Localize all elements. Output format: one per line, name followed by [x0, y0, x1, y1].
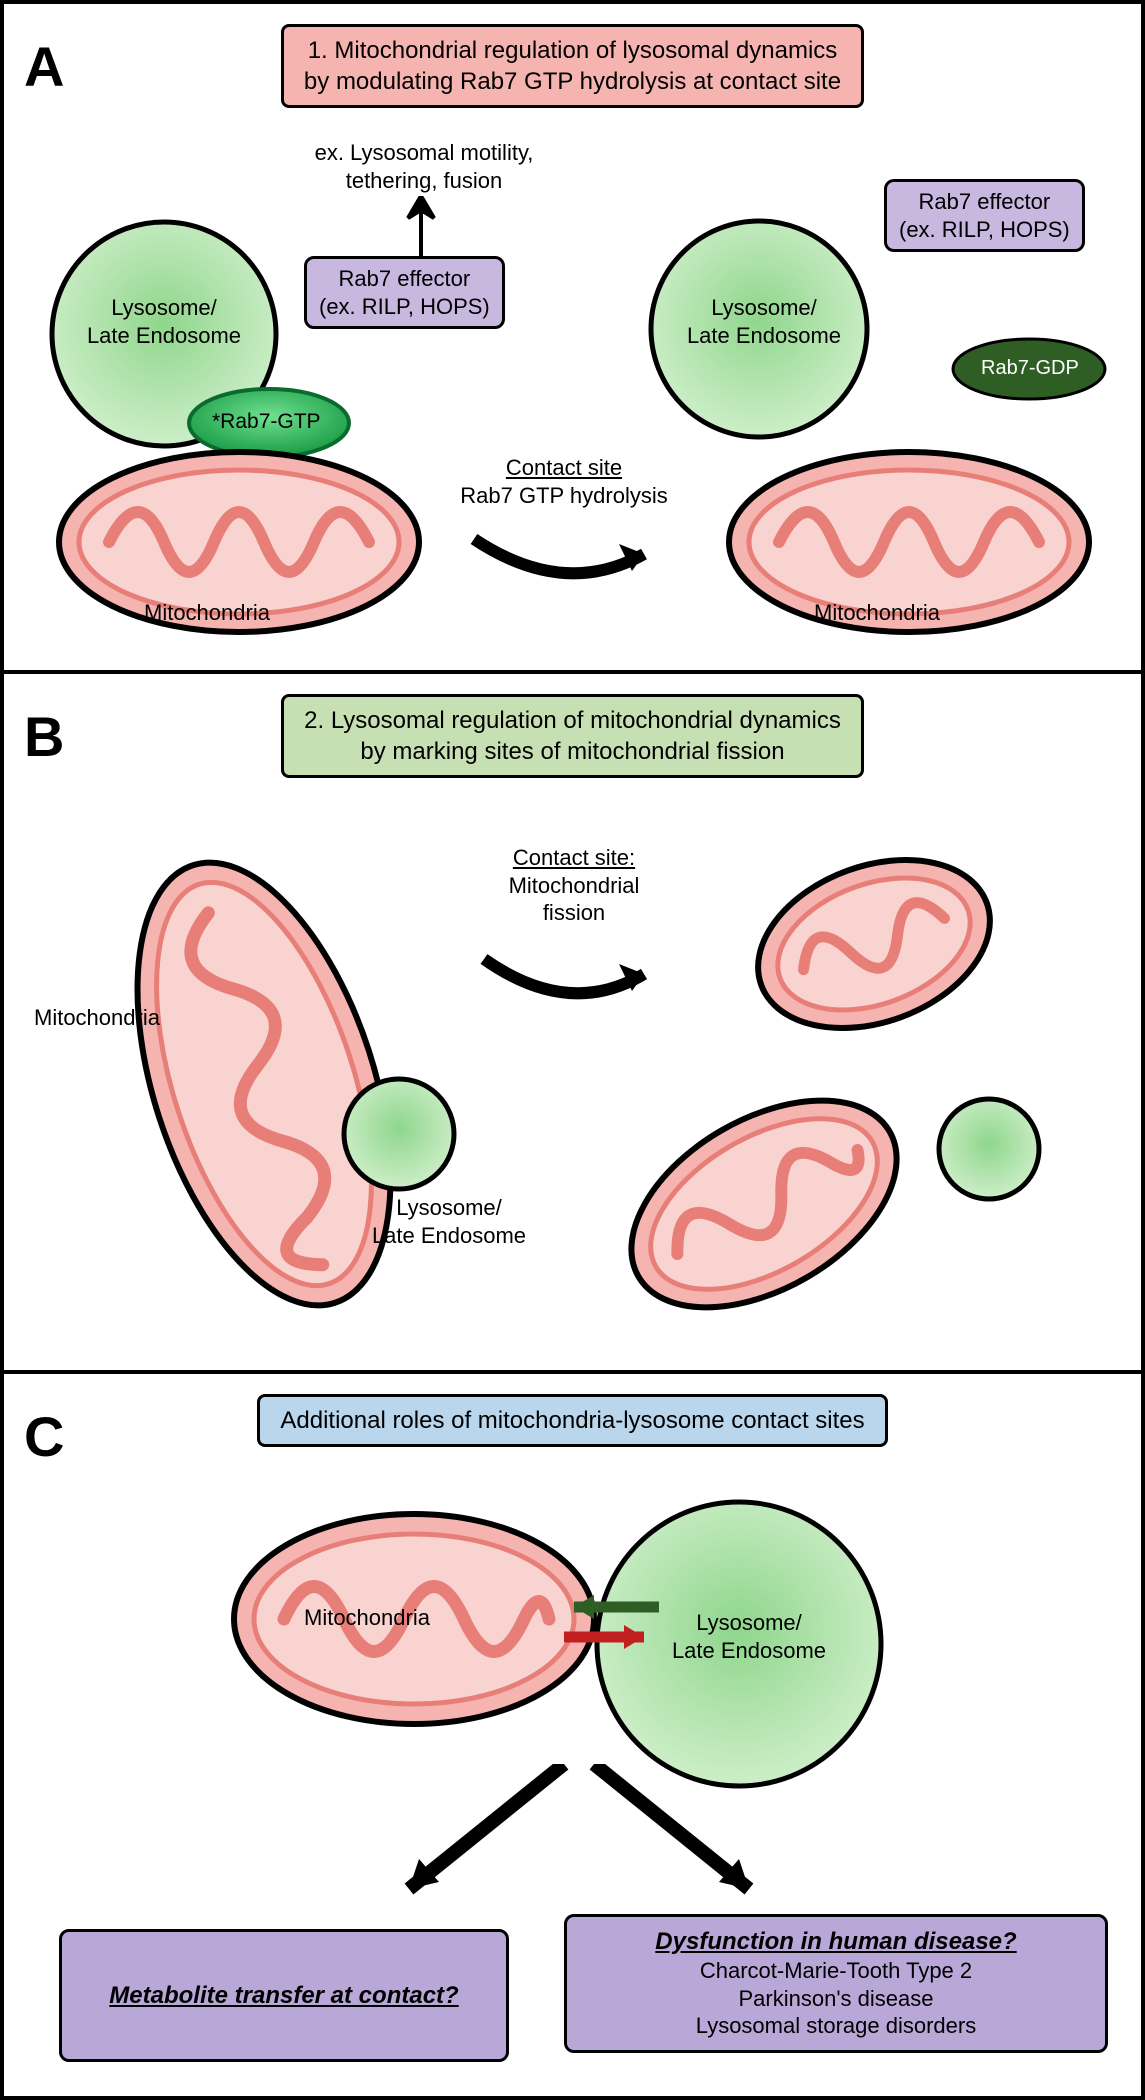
disease-question-box: Dysfunction in human disease? Charcot-Ma… — [564, 1914, 1108, 2053]
curved-arrow-b-icon — [474, 939, 674, 1019]
lyso-b1: Lysosome/ — [396, 1195, 502, 1220]
lysosome-small-b — [339, 1074, 459, 1194]
lyso-c-label: Lysosome/ Late Endosome — [659, 1609, 839, 1664]
rab7-effector-box-right: Rab7 effector (ex. RILP, HOPS) — [884, 179, 1085, 252]
rab7-effector-r1: Rab7 effector — [919, 189, 1051, 214]
panel-a-title-line1: 1. Mitochondrial regulation of lysosomal… — [308, 37, 838, 64]
lysosome-left-label: Lysosome/ Late Endosome — [74, 294, 254, 349]
rab7-effector-l1: Rab7 effector — [339, 266, 471, 291]
panel-b: B 2. Lysosomal regulation of mitochondri… — [4, 694, 1141, 1374]
q2-l1: Charcot-Marie-Tooth Type 2 — [700, 1958, 972, 1983]
lyso-l2: Late Endosome — [87, 323, 241, 348]
lyso-r1: Lysosome/ — [711, 295, 817, 320]
lyso-c2: Late Endosome — [672, 1638, 826, 1663]
mito-right-label: Mitochondria — [814, 599, 940, 627]
panel-a-letter: A — [24, 34, 64, 99]
panel-c-title: Additional roles of mitochondria-lysosom… — [257, 1394, 887, 1447]
contact-b1: Contact site: — [513, 845, 635, 870]
lysosome-small-b2 — [934, 1094, 1044, 1204]
panel-a-title: 1. Mitochondrial regulation of lysosomal… — [281, 24, 864, 108]
figure-container: A 1. Mitochondrial regulation of lysosom… — [0, 0, 1145, 2100]
panel-c: C Additional roles of mitochondria-lysos… — [4, 1394, 1141, 2096]
contact-a2: Rab7 GTP hydrolysis — [460, 483, 667, 508]
arrow-up-icon — [404, 196, 438, 256]
q2-l2: Parkinson's disease — [739, 1986, 934, 2011]
lyso-r2: Late Endosome — [687, 323, 841, 348]
rab7-effector-r2: (ex. RILP, HOPS) — [899, 217, 1070, 242]
lyso-b2: Late Endosome — [372, 1223, 526, 1248]
q2-title: Dysfunction in human disease? — [655, 1928, 1016, 1955]
mitochondria-daughter-bottom — [604, 1064, 924, 1344]
lyso-l1: Lysosome/ — [111, 295, 217, 320]
panel-a: A 1. Mitochondrial regulation of lysosom… — [4, 24, 1141, 674]
rab7-gtp-label: *Rab7-GTP — [212, 410, 321, 434]
rab7-gdp-label: Rab7-GDP — [981, 357, 1079, 380]
exchange-arrows-icon — [549, 1589, 669, 1659]
rab7-effector-box-left: Rab7 effector (ex. RILP, HOPS) — [304, 256, 505, 329]
lysosome-right-label: Lysosome/ Late Endosome — [674, 294, 854, 349]
lyso-b-label: Lysosome/ Late Endosome — [359, 1194, 539, 1249]
curved-arrow-a-icon — [464, 519, 674, 599]
contact-site-text-a: Contact site Rab7 GTP hydrolysis — [444, 454, 684, 509]
panel-b-t1: 2. Lysosomal regulation of mitochondrial… — [304, 707, 841, 734]
panel-c-letter: C — [24, 1404, 64, 1469]
contact-a1: Contact site — [506, 455, 622, 480]
panel-b-letter: B — [24, 704, 64, 769]
motility-text: ex. Lysosomal motility, tethering, fusio… — [294, 139, 554, 194]
panel-b-t2: by marking sites of mitochondrial fissio… — [360, 738, 784, 765]
mito-b-label: Mitochondria — [34, 1004, 160, 1032]
mito-c-label: Mitochondria — [304, 1604, 430, 1632]
panel-a-title-line2: by modulating Rab7 GTP hydrolysis at con… — [304, 68, 841, 95]
diverge-arrows-icon — [364, 1764, 794, 1924]
motility-line2: tethering, fusion — [346, 168, 503, 193]
contact-b3: fission — [543, 900, 605, 925]
panel-c-title-text: Additional roles of mitochondria-lysosom… — [280, 1407, 864, 1434]
panel-b-title: 2. Lysosomal regulation of mitochondrial… — [281, 694, 864, 778]
mitochondria-daughter-top — [744, 844, 1004, 1044]
contact-b2: Mitochondrial — [509, 873, 640, 898]
metabolite-question-box: Metabolite transfer at contact? — [59, 1929, 509, 2062]
q2-l3: Lysosomal storage disorders — [696, 2013, 976, 2038]
mito-left-label: Mitochondria — [144, 599, 270, 627]
contact-site-text-b: Contact site: Mitochondrial fission — [474, 844, 674, 927]
motility-line1: ex. Lysosomal motility, — [315, 140, 534, 165]
q1-title: Metabolite transfer at contact? — [109, 1981, 458, 2011]
lyso-c1: Lysosome/ — [696, 1610, 802, 1635]
rab7-effector-l2: (ex. RILP, HOPS) — [319, 294, 490, 319]
